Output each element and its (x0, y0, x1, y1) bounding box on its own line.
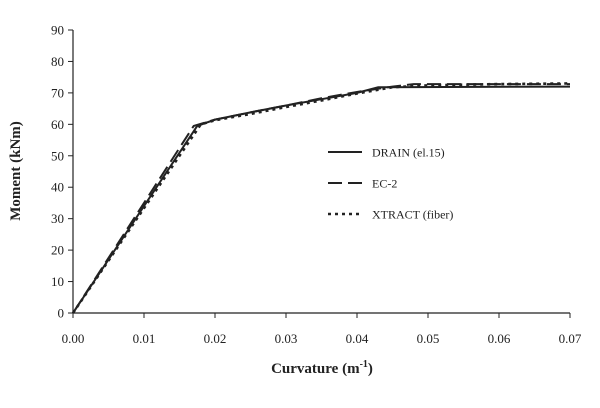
x-tick-label: 0.04 (346, 331, 369, 346)
y-tick-label: 80 (51, 54, 64, 69)
y-tick-label: 20 (51, 243, 64, 258)
series-line-2 (71, 82, 571, 314)
x-axis-unit-base: m (347, 361, 360, 377)
y-axis-ticks: 0 10 20 30 40 50 60 70 80 90 (51, 23, 73, 321)
y-tick-label: 90 (51, 23, 64, 38)
x-axis-unit-exponent: -1 (360, 359, 368, 370)
y-tick-label: 30 (51, 211, 64, 226)
legend-label-0: DRAIN (el.15) (372, 146, 445, 160)
data-series (71, 82, 571, 314)
x-axis-title: Curvature (m-1) (271, 359, 373, 377)
series-line-0 (72, 85, 571, 314)
y-tick-label: 60 (51, 117, 64, 132)
x-tick-label: 0.07 (559, 331, 582, 346)
x-tick-label: 0.06 (488, 331, 511, 346)
x-tick-label: 0.00 (62, 331, 85, 346)
series-line-1 (72, 83, 570, 314)
chart-axes (72, 30, 570, 314)
y-tick-label: 0 (58, 306, 65, 321)
y-tick-label: 70 (51, 85, 64, 100)
x-axis-title-text: Curvature (271, 361, 339, 377)
legend-label-2: XTRACT (fiber) (372, 208, 453, 222)
x-tick-label: 0.02 (204, 331, 227, 346)
legend: DRAIN (el.15) EC-2 XTRACT (fiber) (328, 146, 453, 222)
y-tick-label: 50 (51, 148, 64, 163)
x-axis-ticks: 0.00 0.01 0.02 0.03 0.04 0.05 0.06 0.07 (62, 313, 582, 346)
x-tick-label: 0.05 (417, 331, 440, 346)
y-tick-label: 10 (51, 274, 64, 289)
y-axis-title: Moment (kNm) (8, 121, 24, 221)
x-tick-label: 0.01 (133, 331, 156, 346)
y-tick-label: 40 (51, 180, 64, 195)
legend-label-1: EC-2 (372, 177, 397, 191)
x-tick-label: 0.03 (275, 331, 298, 346)
